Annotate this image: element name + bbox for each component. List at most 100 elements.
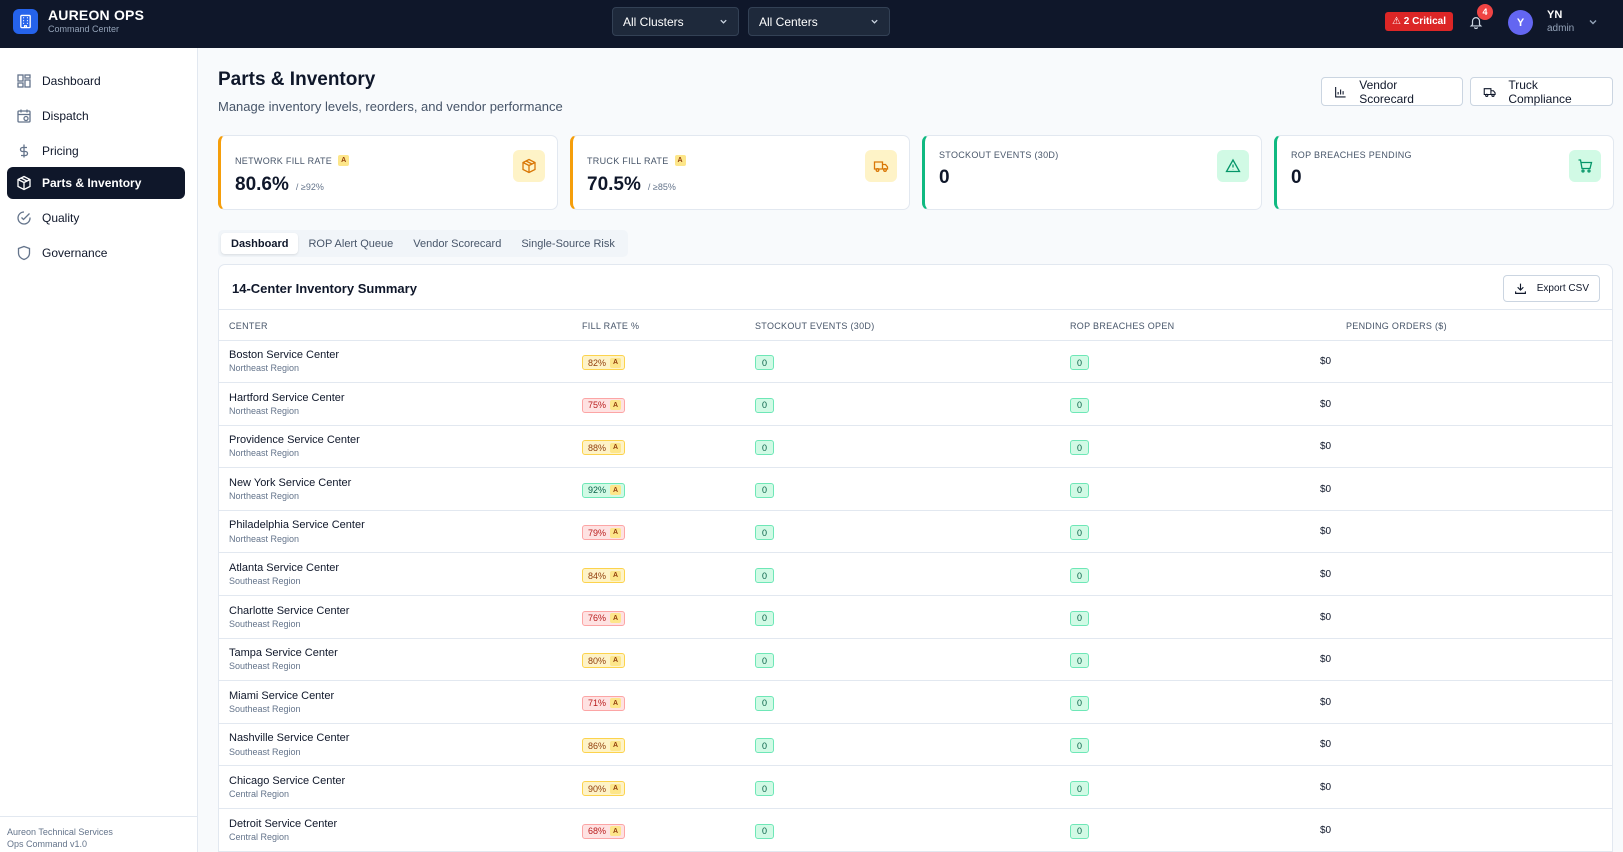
sidebar-item-dashboard[interactable]: Dashboard xyxy=(7,65,185,97)
rop-breaches-badge: 0 xyxy=(1070,653,1089,669)
table-row[interactable]: New York Service Center Northeast Region 9… xyxy=(219,469,1612,511)
pending-orders-value: $0 xyxy=(1320,824,1332,836)
kpi-label-text: STOCKOUT EVENTS (30D) xyxy=(939,150,1059,160)
center-region: Northeast Region xyxy=(229,405,300,416)
tab-dashboard[interactable]: Dashboard xyxy=(221,233,299,254)
sidebar-item-dispatch[interactable]: Dispatch xyxy=(7,100,185,132)
truck-icon xyxy=(1483,87,1496,97)
table-row[interactable]: Nashville Service Center Southeast Region… xyxy=(219,724,1612,767)
fill-rate-value: 86% xyxy=(588,740,607,751)
stockout-events-badge: 0 xyxy=(755,355,774,370)
sidebar-item-pricing[interactable]: Pricing xyxy=(7,135,185,167)
center-cell: Atlanta Service Center Southeast Region xyxy=(229,562,339,587)
kpi-target: / ≥85% xyxy=(647,182,676,192)
pending-orders-value: $0 xyxy=(1320,739,1332,751)
notification-count-badge: 4 xyxy=(1477,4,1493,20)
package-icon xyxy=(17,175,31,191)
center-region: Southeast Region xyxy=(229,703,301,714)
sidebar-item-parts-inventory[interactable]: Parts & Inventory xyxy=(7,167,185,199)
export-csv-button[interactable]: Export CSV xyxy=(1502,275,1600,302)
kpi-value: 0 xyxy=(939,167,950,188)
center-select[interactable]: All Centers xyxy=(748,7,890,36)
stockout-events-badge: 0 xyxy=(755,568,774,583)
rop-breaches-badge: 0 xyxy=(1070,738,1089,754)
tab-vendor-scorecard[interactable]: Vendor Scorecard xyxy=(413,237,502,250)
cluster-select-value: All Clusters xyxy=(623,14,684,29)
table-row[interactable]: Philadelphia Service Center Northeast Reg… xyxy=(219,511,1612,554)
table-row[interactable]: Miami Service Center Southeast Region 71% A… xyxy=(219,682,1612,724)
truck-compliance-label: Truck Compliance xyxy=(1508,77,1572,106)
center-cell: Charlotte Service Center Southeast Region xyxy=(229,605,349,630)
column-header-stockout-events[interactable]: STOCKOUT EVENTS (30D) xyxy=(755,321,875,331)
center-cell: Chicago Service Center Central Region xyxy=(229,775,345,800)
table-row[interactable]: Tampa Service Center Southeast Region 80% A… xyxy=(219,639,1612,682)
center-name: Tampa Service Center xyxy=(229,647,338,660)
kpi-value-row: 80.6% / ≥92% xyxy=(235,174,324,196)
center-cell: Miami Service Center Southeast Region xyxy=(229,690,334,715)
pending-orders-value: $0 xyxy=(1320,398,1332,410)
cluster-select[interactable]: All Clusters xyxy=(612,7,739,36)
bell-icon[interactable] xyxy=(1466,12,1486,32)
column-header-center[interactable]: CENTER xyxy=(229,321,268,331)
table-row[interactable]: Boston Service Center Northeast Region 82%… xyxy=(219,341,1612,383)
vendor-scorecard-button[interactable]: Vendor Scorecard xyxy=(1321,77,1463,106)
truck-compliance-button[interactable]: Truck Compliance xyxy=(1470,77,1613,106)
grade-badge: A xyxy=(610,442,622,453)
grade-badge: A xyxy=(610,783,622,794)
pending-orders-value: $0 xyxy=(1320,654,1332,666)
kpi-target: / ≥92% xyxy=(295,182,324,192)
column-header-pending-orders[interactable]: PENDING ORDERS ($) xyxy=(1346,321,1447,331)
column-header-fill-rate[interactable]: FILL RATE % xyxy=(582,321,640,331)
tab-rop-alert-queue[interactable]: ROP Alert Queue xyxy=(308,237,394,250)
sidebar-item-label: Governance xyxy=(42,246,108,260)
building-icon xyxy=(13,8,38,34)
pending-orders-value: $0 xyxy=(1320,782,1332,793)
table-row[interactable]: Detroit Service Center Central Region 68% A… xyxy=(219,810,1612,852)
brand-title: AUREON OPS xyxy=(48,7,145,23)
sidebar-item-label: Dispatch xyxy=(42,109,89,123)
calendar-icon xyxy=(17,109,31,123)
center-region: Southeast Region xyxy=(229,576,301,587)
sidebar-footer: Aureon Technical Services Ops Command v1… xyxy=(0,816,198,852)
column-header-rop-breaches[interactable]: ROP BREACHES OPEN xyxy=(1070,321,1175,331)
center-name: Boston Service Center xyxy=(229,349,340,361)
tab-bar: Dashboard ROP Alert Queue Vendor Scoreca… xyxy=(218,230,628,257)
avatar[interactable]: Y xyxy=(1508,10,1533,35)
user-menu[interactable]: YN admin xyxy=(1547,9,1574,34)
kpi-rop-breaches: ROP BREACHES PENDING 0 xyxy=(1274,135,1614,210)
footer-company: Aureon Technical Services xyxy=(7,827,113,837)
fill-rate-value: 84% xyxy=(588,570,607,581)
kpi-value: 0 xyxy=(1291,167,1302,188)
table-row[interactable]: Atlanta Service Center Southeast Region 84… xyxy=(219,554,1612,596)
fill-rate-badge: 80% A xyxy=(582,653,626,669)
table-row[interactable]: Hartford Service Center Northeast Region 7… xyxy=(219,384,1612,426)
kpi-label: STOCKOUT EVENTS (30D) xyxy=(939,150,1059,160)
brand[interactable]: AUREON OPS Command Center xyxy=(13,8,144,34)
center-region: Central Region xyxy=(229,789,290,800)
fill-rate-badge: 82% A xyxy=(582,355,626,370)
center-select-value: All Centers xyxy=(759,14,818,29)
kpi-value: 80.6% xyxy=(235,174,289,195)
table-row[interactable]: Charlotte Service Center Southeast Region… xyxy=(219,597,1612,639)
sidebar-item-label: Parts & Inventory xyxy=(42,176,142,190)
sidebar-item-governance[interactable]: Governance xyxy=(7,237,185,269)
tab-single-source-risk[interactable]: Single-Source Risk xyxy=(521,237,615,250)
grade-badge: A xyxy=(610,826,622,837)
package-icon xyxy=(513,150,545,182)
fill-rate-value: 79% xyxy=(588,527,607,538)
table-row[interactable]: Providence Service Center Northeast Regio… xyxy=(219,426,1612,469)
brand-subtitle: Command Center xyxy=(48,24,120,34)
center-name: Nashville Service Center xyxy=(229,732,350,745)
table-row[interactable]: Chicago Service Center Central Region 90% A… xyxy=(219,767,1612,809)
sidebar-item-quality[interactable]: Quality xyxy=(7,202,185,234)
center-cell: Nashville Service Center Southeast Region xyxy=(229,732,349,757)
vendor-scorecard-label: Vendor Scorecard xyxy=(1359,77,1414,106)
chevron-down-icon[interactable] xyxy=(1588,17,1598,27)
fill-rate-value: 82% xyxy=(588,357,607,368)
grade-badge: A xyxy=(674,155,686,166)
shield-icon xyxy=(17,245,31,261)
rop-breaches-badge: 0 xyxy=(1070,355,1089,370)
fill-rate-badge: 90% A xyxy=(582,781,626,796)
center-region: Northeast Region xyxy=(229,490,300,501)
critical-alerts-badge[interactable]: ⚠ 2 Critical xyxy=(1385,12,1453,31)
